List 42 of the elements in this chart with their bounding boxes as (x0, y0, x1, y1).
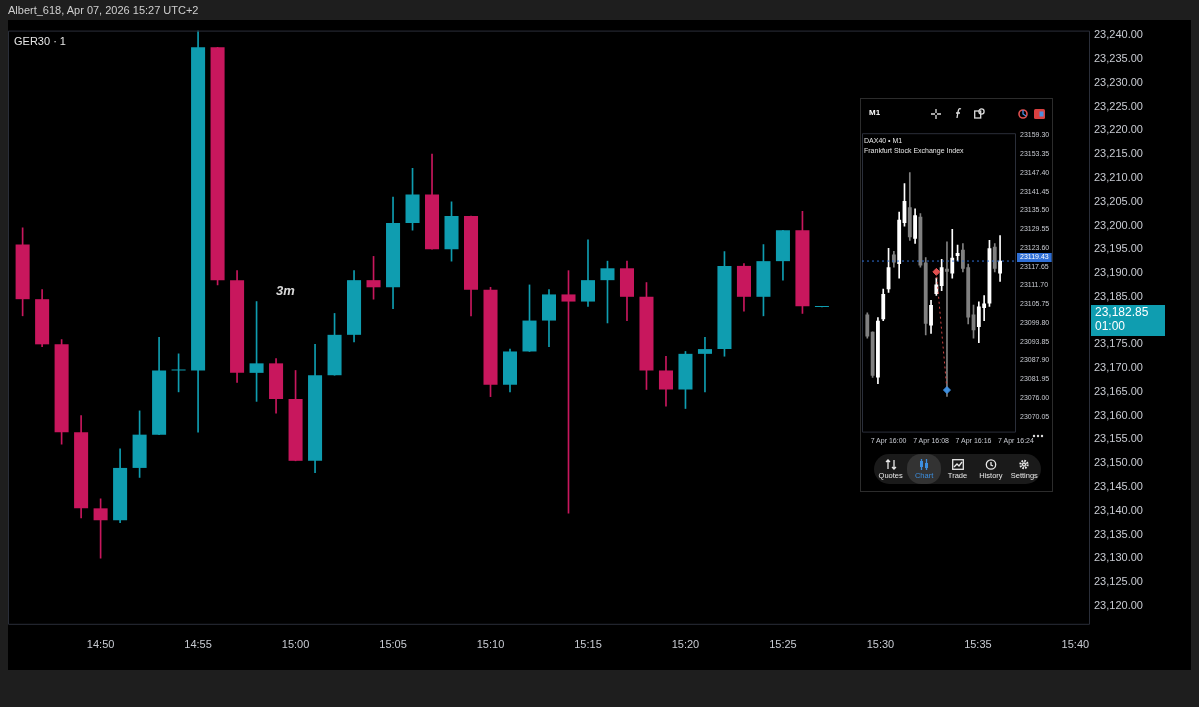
x-tick-label: 15:25 (769, 638, 797, 651)
x-tick-label: 15:00 (281, 638, 310, 651)
y-tick-label: 23,195.00 (1094, 242, 1143, 255)
x-tick-label: 14:55 (184, 638, 212, 651)
text: Albert_618, Apr 07, 2026 15:27 UTC+2 (8, 4, 199, 16)
x-tick-label: 15:35 (964, 638, 992, 651)
chart-title: GER30 · 1 (14, 34, 66, 47)
y-tick-label: 23,155.00 (1094, 432, 1143, 445)
y-tick-label: 23,125.00 (1094, 575, 1143, 588)
y-tick-label: 23,210.00 (1094, 170, 1143, 183)
candlestick (998, 235, 1002, 282)
x-tick-label: 15:05 (379, 638, 407, 651)
x-tick-label: 14:50 (86, 638, 115, 651)
y-tick-label: 23,200.00 (1094, 218, 1143, 231)
y-tick-label: 23,160.00 (1094, 408, 1143, 421)
y-tick-label: 23,235.00 (1094, 52, 1143, 65)
y-tick-label: 23,145.00 (1094, 479, 1143, 492)
text: 23,182.85 01:00 (1095, 305, 1149, 334)
x-tick-label: 15:30 (866, 638, 895, 651)
y-tick-label: 23,220.00 (1094, 123, 1143, 136)
y-tick-label: 23,215.00 (1094, 147, 1143, 160)
y-tick-label: 23,140.00 (1094, 503, 1143, 516)
y-tick-label: 23,205.00 (1094, 194, 1143, 207)
y-tick-label: 23,150.00 (1094, 456, 1143, 469)
x-tick-label: 15:15 (574, 638, 602, 651)
x-tick-label: 15:10 (476, 638, 505, 651)
y-tick-label: 23,240.00 (1094, 28, 1143, 41)
annotation: M1 (869, 108, 881, 117)
y-tick-label: 23,165.00 (1094, 384, 1143, 397)
y-tick-label: 23,225.00 (1094, 99, 1143, 112)
y-tick-label: 23,190.00 (1094, 266, 1143, 279)
y-tick-label: 23,170.00 (1094, 361, 1143, 374)
annotation: 3m (276, 283, 295, 298)
y-tick-label: 23,185.00 (1094, 289, 1143, 302)
y-tick-label: 23,130.00 (1094, 551, 1143, 564)
candlestick (697, 336, 712, 393)
y-tick-label: 23,175.00 (1094, 337, 1143, 350)
y-tick-label: 23,135.00 (1094, 527, 1143, 540)
x-tick-label: 15:20 (671, 638, 700, 651)
y-tick-label: 23,120.00 (1094, 598, 1143, 611)
x-tick-label: 15:40 (1061, 638, 1090, 651)
y-tick-label: 23,230.00 (1094, 75, 1143, 88)
